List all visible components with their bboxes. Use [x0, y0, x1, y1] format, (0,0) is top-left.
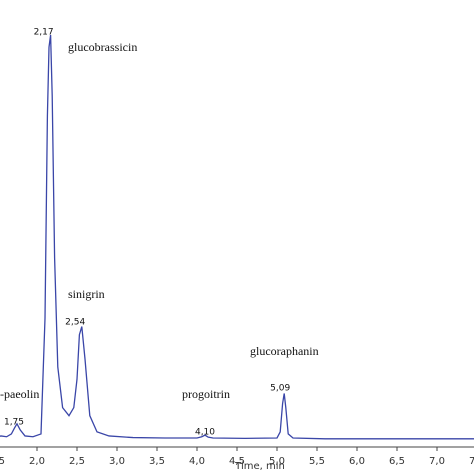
peak-rt: 1,75 [4, 418, 24, 428]
x-tick-label: 7,0 [429, 456, 445, 467]
x-tick-label: 7,5 [469, 456, 474, 467]
x-tick-label: 6,5 [389, 456, 405, 467]
x-tick-label: 4,0 [189, 456, 205, 467]
peak-name: sinigrin [68, 287, 105, 301]
x-tick-label: 3,0 [109, 456, 125, 467]
peak-name: -paeolin [0, 387, 39, 401]
x-tick-label: 3,5 [149, 456, 165, 467]
x-tick-label: 2,0 [29, 456, 45, 467]
trace [0, 34, 474, 440]
x-tick-label: 4,5 [229, 456, 245, 467]
peak-rt: 5,09 [270, 384, 290, 394]
peak-rt: 2,54 [65, 318, 85, 328]
x-tick-label: 5,5 [309, 456, 325, 467]
peak-rt: 4,10 [195, 428, 215, 438]
x-tick-label: 1,5 [0, 456, 5, 467]
x-axis-label: Time, min [234, 461, 285, 472]
peak-name: progoitrin [182, 387, 230, 401]
peak-name: glucoraphanin [250, 344, 319, 358]
x-tick-label: 5,0 [269, 456, 285, 467]
x-tick-label: 2,5 [69, 456, 85, 467]
x-tick-label: 6,0 [349, 456, 365, 467]
peak-name: glucobrassicin [68, 40, 137, 54]
peak-rt: 2,17 [34, 28, 54, 38]
